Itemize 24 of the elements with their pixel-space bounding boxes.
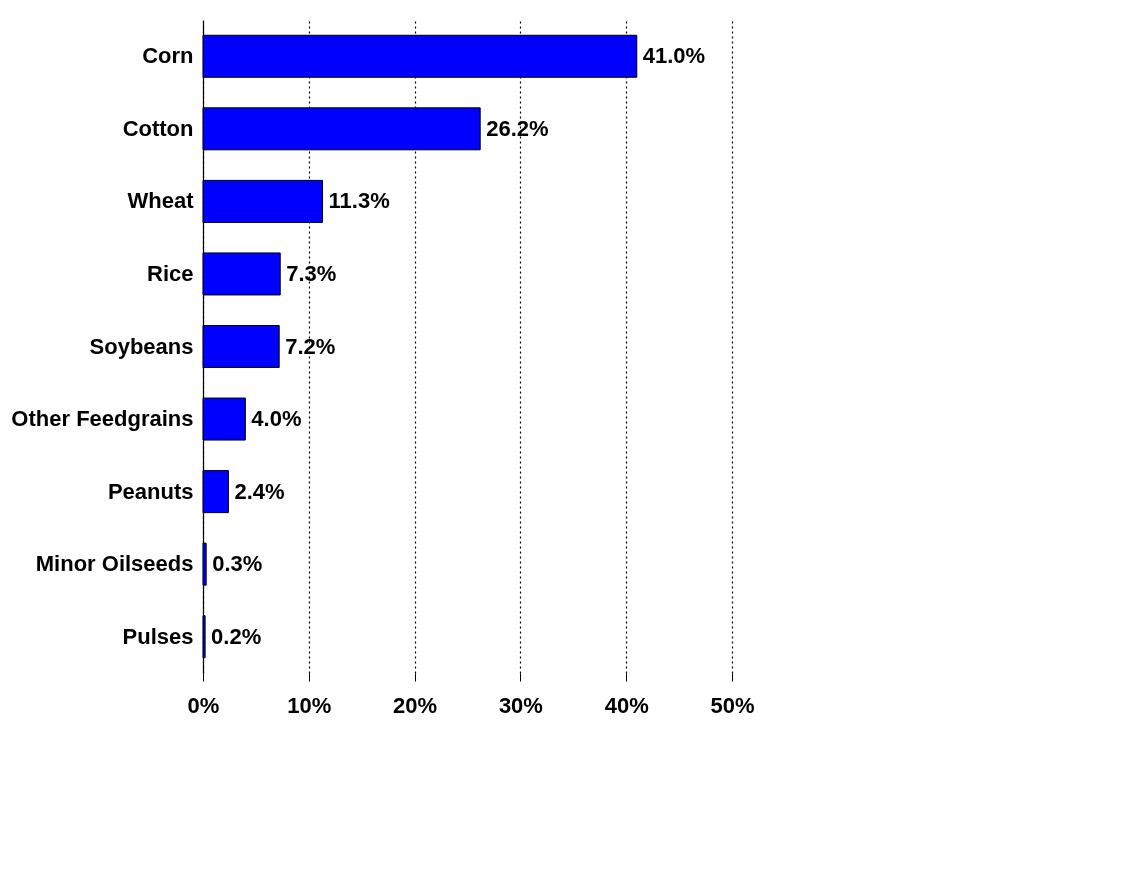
y-tick-label: Pulses bbox=[122, 623, 194, 649]
data-label: 2.4% bbox=[234, 478, 285, 504]
y-tick-label: Minor Oilseeds bbox=[35, 551, 194, 577]
y-tick-label: Corn bbox=[142, 43, 194, 69]
data-label: 0.3% bbox=[212, 551, 263, 577]
data-label: 41.0% bbox=[642, 43, 706, 69]
data-label: 26.2% bbox=[486, 115, 549, 141]
data-label: 7.2% bbox=[285, 333, 336, 359]
x-tick-label: 20% bbox=[393, 692, 438, 718]
data-label: 7.3% bbox=[286, 260, 337, 286]
y-tick-label: Rice bbox=[147, 260, 194, 286]
data-label: 4.0% bbox=[251, 406, 302, 432]
y-tick-label: Peanuts bbox=[107, 478, 194, 504]
y-tick-label: Soybeans bbox=[89, 333, 194, 359]
y-tick-label: Wheat bbox=[127, 188, 195, 214]
data-label: 11.3% bbox=[328, 188, 390, 214]
x-tick-label: 40% bbox=[604, 692, 649, 718]
x-tick-label: 0% bbox=[187, 692, 220, 718]
y-tick-label: Other Feedgrains bbox=[11, 406, 194, 432]
x-tick-label: 30% bbox=[498, 692, 543, 718]
x-tick-label: 50% bbox=[710, 692, 755, 718]
data-label: 0.2% bbox=[211, 623, 262, 649]
x-tick-label: 10% bbox=[287, 692, 332, 718]
y-tick-label: Cotton bbox=[122, 115, 194, 141]
